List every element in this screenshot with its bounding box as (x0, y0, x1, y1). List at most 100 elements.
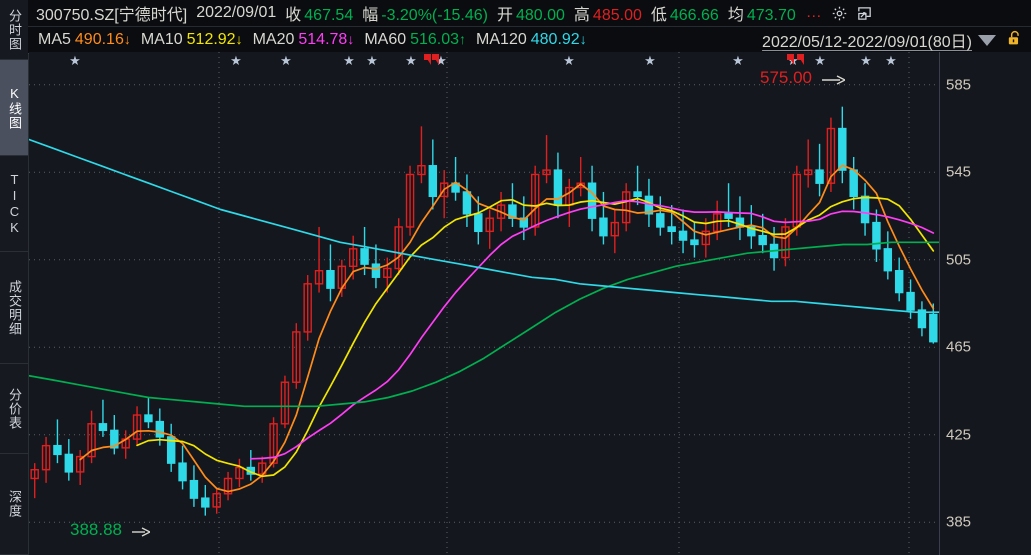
candle (371, 244, 381, 289)
sidebar-tab-2[interactable]: TICK (0, 156, 28, 252)
candle (656, 196, 665, 236)
candle (553, 152, 563, 219)
ma-value-MA10: 512.92 (186, 31, 236, 48)
price-axis[interactable]: 585 545 505 465 425 385 (939, 52, 1031, 555)
sidebar-tab-3[interactable]: 成交明细 (0, 252, 28, 364)
sidebar: 分时图 K线图 TICK 成交明细 分价表深度 (0, 0, 29, 555)
ma-legend-bar: MA5 490.16↓ MA10 512.92↓ MA20 514.78↓ MA60 516.… (28, 26, 1031, 54)
price-annotation-hi: 575.00 (760, 68, 812, 87)
quote-value-收: 467.54 (304, 7, 354, 24)
sidebar-tab-4[interactable]: 分价表 (0, 364, 28, 454)
candle (508, 183, 517, 227)
candle (269, 417, 278, 468)
candle (860, 183, 870, 236)
star-marker-icon[interactable]: ★ (366, 53, 378, 68)
flag-marker-icon[interactable] (424, 54, 431, 65)
quote-label-均: 均 (727, 7, 744, 24)
quote-label-开: 开 (496, 7, 513, 24)
candle (610, 209, 620, 254)
price-tick: 465 (946, 338, 972, 356)
gear-icon[interactable] (831, 5, 848, 22)
expand-icon[interactable] (856, 5, 873, 22)
candle (576, 156, 585, 197)
ma-arrow-MA60: ↑ (459, 31, 467, 47)
range-selector[interactable]: 2022/05/12-2022/09/01(80日) (762, 28, 1031, 52)
candle (894, 257, 904, 302)
ma-line-MA5 (79, 164, 935, 493)
ma-line-MA120 (28, 138, 940, 314)
candle (906, 279, 915, 319)
star-marker-icon[interactable]: ★ (405, 53, 417, 68)
candle (542, 135, 551, 184)
star-marker-icon[interactable]: ★ (563, 53, 575, 68)
flag-marker-icon[interactable] (432, 54, 439, 65)
candle (781, 218, 790, 267)
flag-marker-icon[interactable] (797, 54, 804, 65)
star-marker-icon[interactable]: ★ (644, 53, 656, 68)
candle (75, 450, 85, 486)
candle (280, 375, 290, 429)
candle (929, 303, 938, 344)
sidebar-tab-label: TICK (7, 171, 22, 236)
candle (212, 489, 221, 514)
candle (826, 117, 836, 192)
candle (98, 399, 108, 437)
candle (621, 183, 631, 232)
candle (417, 126, 426, 184)
candle (451, 156, 460, 201)
star-marker-icon[interactable]: ★ (885, 53, 897, 68)
candle (917, 301, 927, 337)
candle (735, 196, 745, 241)
sidebar-tab-0[interactable]: 分时图 (0, 0, 28, 60)
star-marker-icon[interactable]: ★ (69, 53, 81, 68)
ma-arrow-MA120: ↓ (579, 31, 587, 47)
price-tick: 385 (946, 513, 972, 531)
candle (326, 244, 335, 302)
star-marker-icon[interactable]: ★ (343, 53, 355, 68)
ma-name-MA10: MA10 (140, 31, 183, 48)
sidebar-tab-label: 深度 (7, 490, 22, 518)
candle (405, 165, 415, 236)
star-marker-icon[interactable]: ★ (860, 53, 872, 68)
price-tick: 505 (946, 251, 972, 269)
unlock-icon[interactable] (1006, 29, 1023, 52)
date-range-label[interactable]: 2022/05/12-2022/09/01(80日) (762, 34, 972, 51)
sidebar-tab-1[interactable]: K线图 (0, 60, 28, 156)
candle (747, 205, 756, 249)
symbol-label[interactable]: 300750.SZ[宁德时代] (36, 7, 188, 24)
chart-canvas (28, 52, 940, 555)
ma-arrow-MA20: ↓ (347, 31, 355, 47)
star-marker-icon[interactable]: ★ (814, 53, 826, 68)
quote-value-高: 485.00 (592, 7, 642, 24)
price-annotation-lo: 388.88 (70, 520, 122, 539)
candle (292, 323, 301, 389)
ma-line-MA60 (28, 241, 940, 408)
flag-marker-icon[interactable] (787, 54, 794, 65)
candlestick-plot[interactable] (28, 52, 940, 555)
quote-label-收: 收 (285, 7, 302, 24)
candle (701, 218, 711, 258)
chevron-down-icon[interactable] (978, 34, 996, 46)
star-marker-icon[interactable]: ★ (230, 53, 242, 68)
quote-fields: 收 467.54 幅 -3.20%(-15.46) 开 480.00 高 485.00 低 466… (276, 1, 796, 25)
candle (530, 165, 540, 236)
ma-line-MA20 (249, 199, 935, 460)
ma-line-MA10 (136, 196, 935, 478)
ma-value-MA5: 490.16 (74, 31, 124, 48)
candle (815, 143, 824, 197)
sidebar-tab-5[interactable]: 深度 (0, 454, 28, 555)
candle (803, 139, 813, 188)
quote-date: 2022/09/01 (196, 4, 277, 21)
star-marker-icon[interactable]: ★ (435, 53, 447, 68)
candle (178, 445, 187, 490)
overflow-ellipsis[interactable]: … (805, 4, 823, 21)
candle (64, 439, 74, 481)
candle (121, 430, 130, 459)
star-marker-icon[interactable]: ★ (732, 53, 744, 68)
candle (519, 196, 529, 241)
candle (872, 209, 881, 262)
candle (257, 456, 267, 483)
quote-value-开: 480.00 (515, 7, 565, 24)
star-marker-icon[interactable]: ★ (280, 53, 292, 68)
